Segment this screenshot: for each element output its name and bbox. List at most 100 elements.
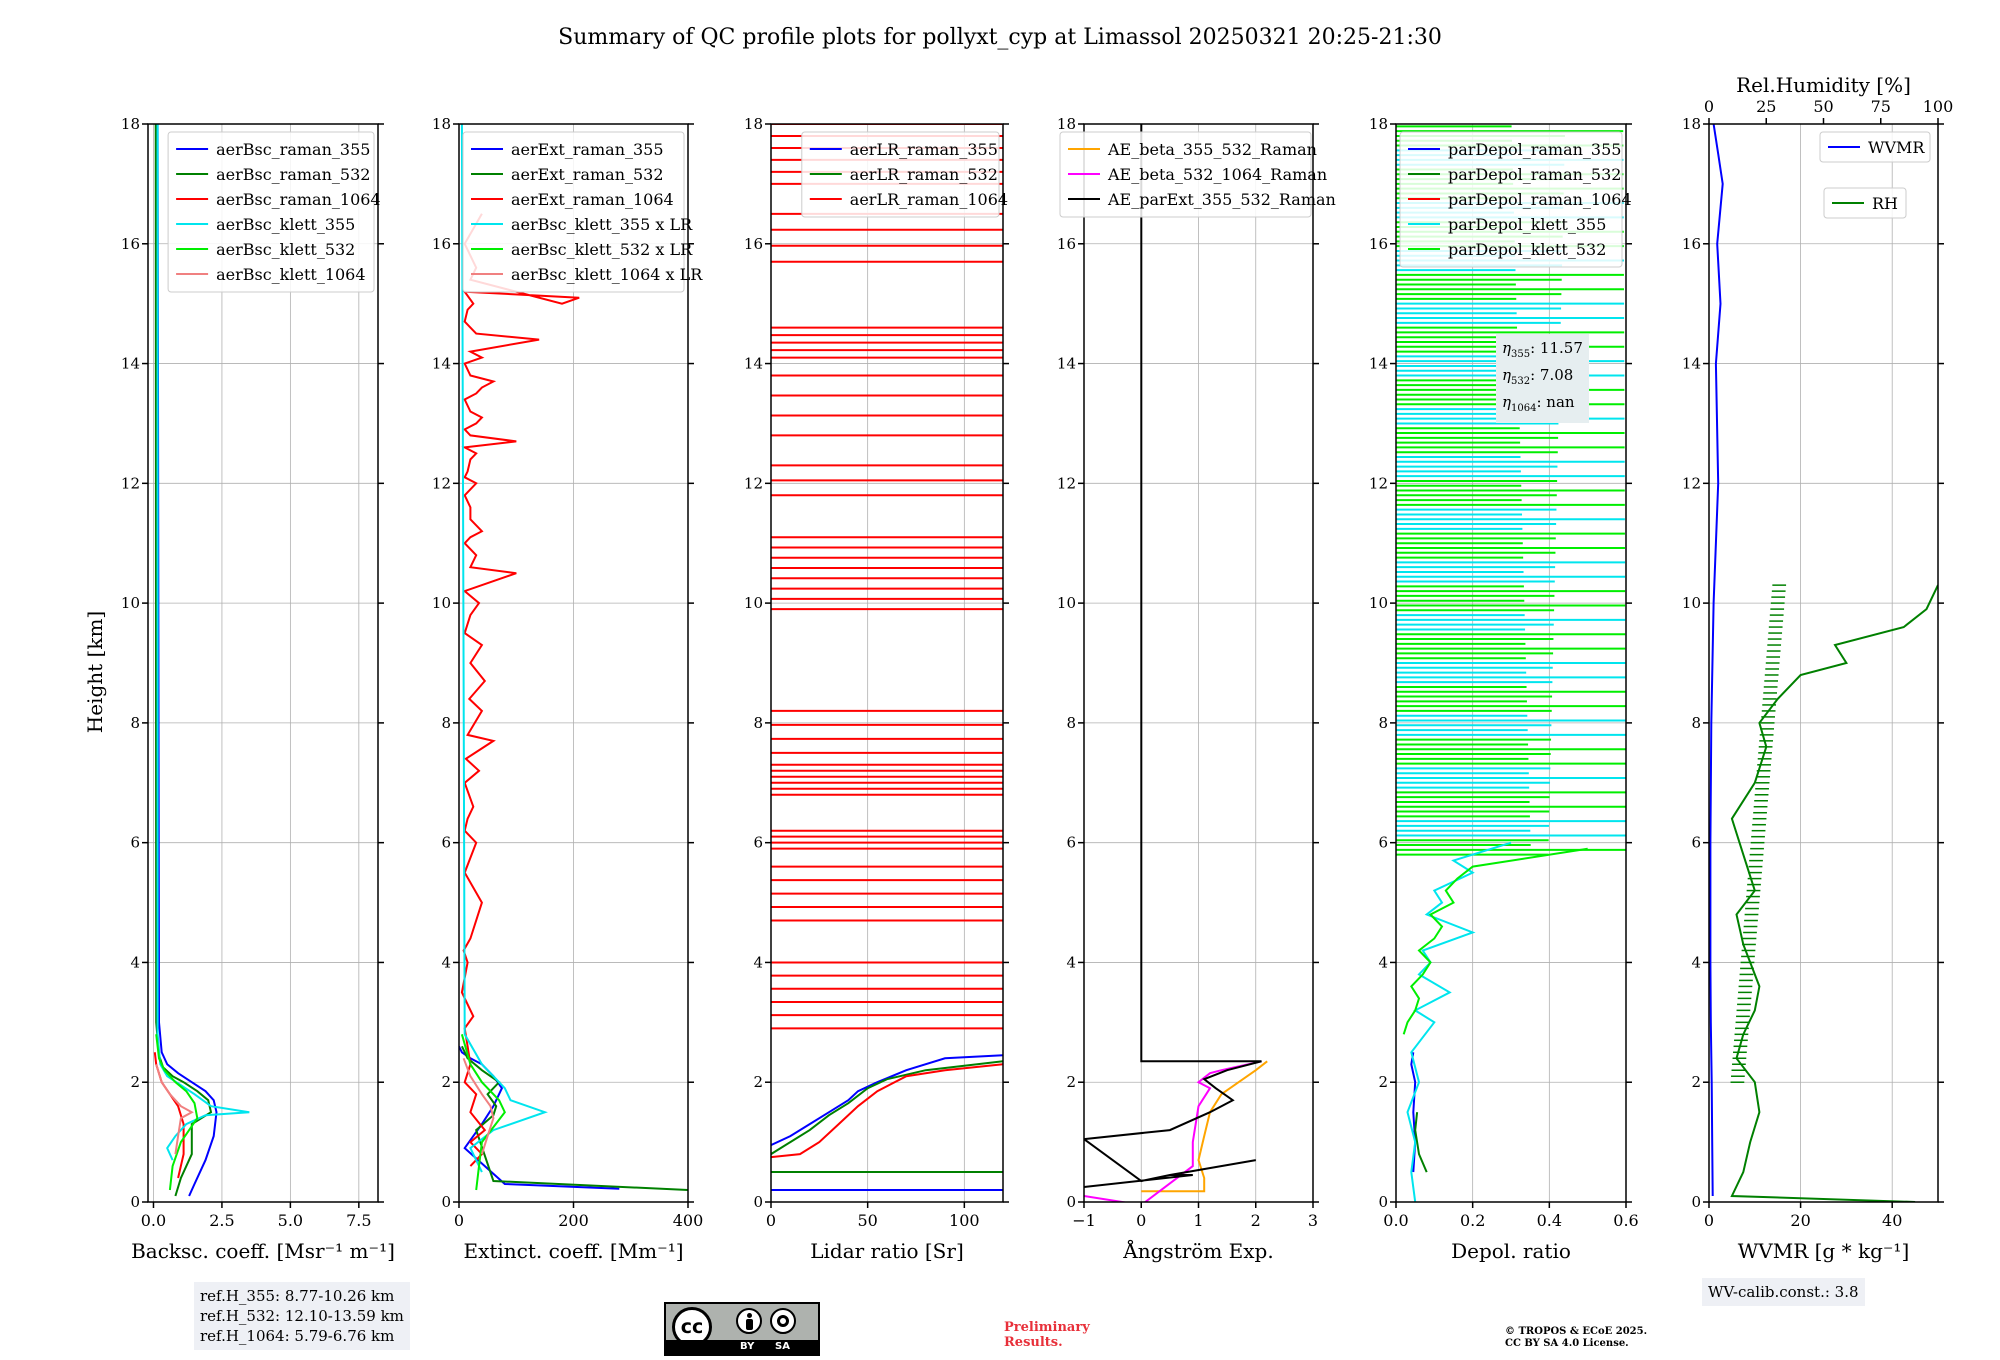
series-line-AE_beta_355_532_Raman (1141, 1060, 1268, 1193)
y-tick-label: 14 (1369, 355, 1388, 373)
y-tick-label: 6 (441, 834, 451, 852)
legend: aerExt_raman_355 aerExt_raman_532 aerExt_r… (462, 131, 703, 293)
legend-box (167, 131, 375, 293)
series-line-aerBsc_klett_532 (155, 1034, 199, 1191)
legend-label: aerExt_raman_1064 (511, 190, 674, 209)
attribution-person-icon (736, 1308, 762, 1334)
y-tick-label: 12 (121, 474, 140, 492)
series-line-parDepol_raman_532 (1414, 1112, 1428, 1173)
license-by-label: BY (740, 1341, 755, 1352)
series-line-aerBsc_klett_355 x LR (460, 124, 548, 1173)
axes-frame (1395, 123, 1627, 1203)
legend-box (1819, 131, 1931, 163)
legend-label: parDepol_klett_355 (1448, 215, 1606, 234)
y-axis-label: Height [km] (83, 611, 107, 733)
y-tick-label: 12 (1682, 474, 1701, 492)
y-tick-label: 18 (432, 115, 451, 133)
series-line-RH (1730, 584, 1938, 1202)
eta-1064-line: η1064: nan (1502, 393, 1575, 414)
y-tick-label: 4 (441, 953, 451, 971)
legend: aerLR_raman_355 aerLR_raman_532 aerLR_rama… (801, 131, 1008, 218)
top-x-tick-label: 75 (1871, 97, 1891, 116)
legend-label: aerBsc_raman_355 (216, 140, 370, 159)
x-tick-label: 100 (949, 1211, 980, 1230)
x-axis-label: Extinct. coeff. [Mm⁻¹] (463, 1239, 683, 1263)
y-tick-label: 14 (1057, 355, 1076, 373)
legend-label: AE_parExt_355_532_Raman (1107, 190, 1336, 209)
series-line-aerBsc_raman_355 (156, 124, 218, 1197)
legend-label: aerBsc_klett_355 (216, 215, 355, 234)
y-tick-label: 14 (121, 355, 140, 373)
legend-label: aerBsc_klett_532 (216, 240, 355, 259)
figure-title: Summary of QC profile plots for pollyxt_… (558, 25, 1442, 50)
y-tick-label: 8 (441, 714, 451, 732)
x-tick-label: 0.0 (1383, 1211, 1408, 1230)
top-x-tick-label: 100 (1923, 97, 1954, 116)
x-tick-label: 0.2 (1460, 1211, 1485, 1230)
y-tick-label: 16 (1682, 235, 1701, 253)
x-tick-label: 200 (558, 1211, 589, 1230)
x-tick-label: 0 (454, 1211, 464, 1230)
y-tick-label: 4 (1378, 953, 1388, 971)
y-tick-label: 10 (1682, 594, 1701, 612)
x-tick-label: 400 (673, 1211, 704, 1230)
x-tick-label: 0.0 (141, 1211, 166, 1230)
legend: AE_beta_355_532_Raman AE_beta_532_1064_Ra… (1059, 131, 1336, 218)
series-line-AE_beta_532_1064_Raman (1084, 1060, 1262, 1202)
legend-label: aerExt_raman_355 (511, 140, 664, 159)
x-axis-label: Ångström Exp. (1122, 1238, 1273, 1263)
top-x-tick-label: 0 (1704, 97, 1714, 116)
cc-license-badge: cc BY SA (664, 1302, 820, 1356)
y-tick-label: 18 (121, 115, 140, 133)
legend-label: parDepol_raman_1064 (1448, 190, 1632, 209)
eta-355-line: η355: 11.57 (1502, 339, 1583, 360)
y-tick-label: 2 (753, 1073, 763, 1091)
legend-box (462, 131, 685, 293)
share-alike-icon (770, 1308, 796, 1334)
series-line-aerLR_raman_532 (771, 1060, 1003, 1155)
wv-calibration-constant: WV-calib.const.: 3.8 (1708, 1283, 1859, 1301)
y-tick-label: 8 (1378, 714, 1388, 732)
y-tick-label: 2 (441, 1073, 451, 1091)
x-tick-label: 1 (1193, 1211, 1203, 1230)
series-line-aerBsc_klett_1064 x LR (462, 1057, 495, 1155)
top-x-tick-label: 25 (1756, 97, 1776, 116)
y-tick-label: 2 (1691, 1073, 1701, 1091)
y-tick-label: 16 (432, 235, 451, 253)
panel-lidar_ratio: 0 2 4 6 8 10 12 14 16 18 0 50 100 Lidar ratio [Sr] aer… (744, 115, 1009, 1263)
preliminary-line-1: Preliminary (1004, 1320, 1090, 1335)
x-tick-label: 5.0 (278, 1211, 303, 1230)
y-tick-label: 10 (432, 594, 451, 612)
x-tick-label: 3 (1308, 1211, 1318, 1230)
y-tick-label: 4 (130, 953, 140, 971)
series-line-parDepol_klett_355 (1406, 841, 1512, 1202)
y-tick-label: 2 (1378, 1073, 1388, 1091)
y-tick-label: 12 (1369, 474, 1388, 492)
y-tick-label: 6 (130, 834, 140, 852)
series-line-parDepol_klett_532 (1402, 847, 1588, 1035)
eta-532-line: η532: 7.08 (1502, 366, 1574, 387)
series-line-aerExt_raman_1064 (460, 213, 580, 1167)
copyright-line-2: CC BY SA 4.0 License. (1505, 1338, 1629, 1349)
legend-label: parDepol_raman_532 (1448, 165, 1621, 184)
y-tick-label: 8 (130, 714, 140, 732)
legend-label: aerLR_raman_532 (850, 165, 998, 184)
x-tick-label: 0.4 (1537, 1211, 1562, 1230)
series-line-aerLR_raman_1064 (771, 1063, 1003, 1159)
y-tick-label: 16 (121, 235, 140, 253)
y-tick-label: 4 (1066, 953, 1076, 971)
y-tick-label: 6 (1691, 834, 1701, 852)
y-tick-label: 0 (753, 1193, 763, 1211)
y-tick-label: 8 (1691, 714, 1701, 732)
legend-label: aerExt_raman_532 (511, 165, 664, 184)
axes-frame (770, 123, 1004, 1203)
ref-height-1064: ref.H_1064: 5.79-6.76 km (200, 1327, 395, 1345)
legend-label: AE_beta_532_1064_Raman (1107, 165, 1327, 184)
legend-box (1059, 131, 1312, 218)
y-tick-label: 4 (1691, 953, 1701, 971)
panel-extinction: 0 2 4 6 8 10 12 14 16 18 0 200 400 Extinct. coeff. [M… (432, 115, 703, 1263)
y-tick-label: 0 (441, 1193, 451, 1211)
